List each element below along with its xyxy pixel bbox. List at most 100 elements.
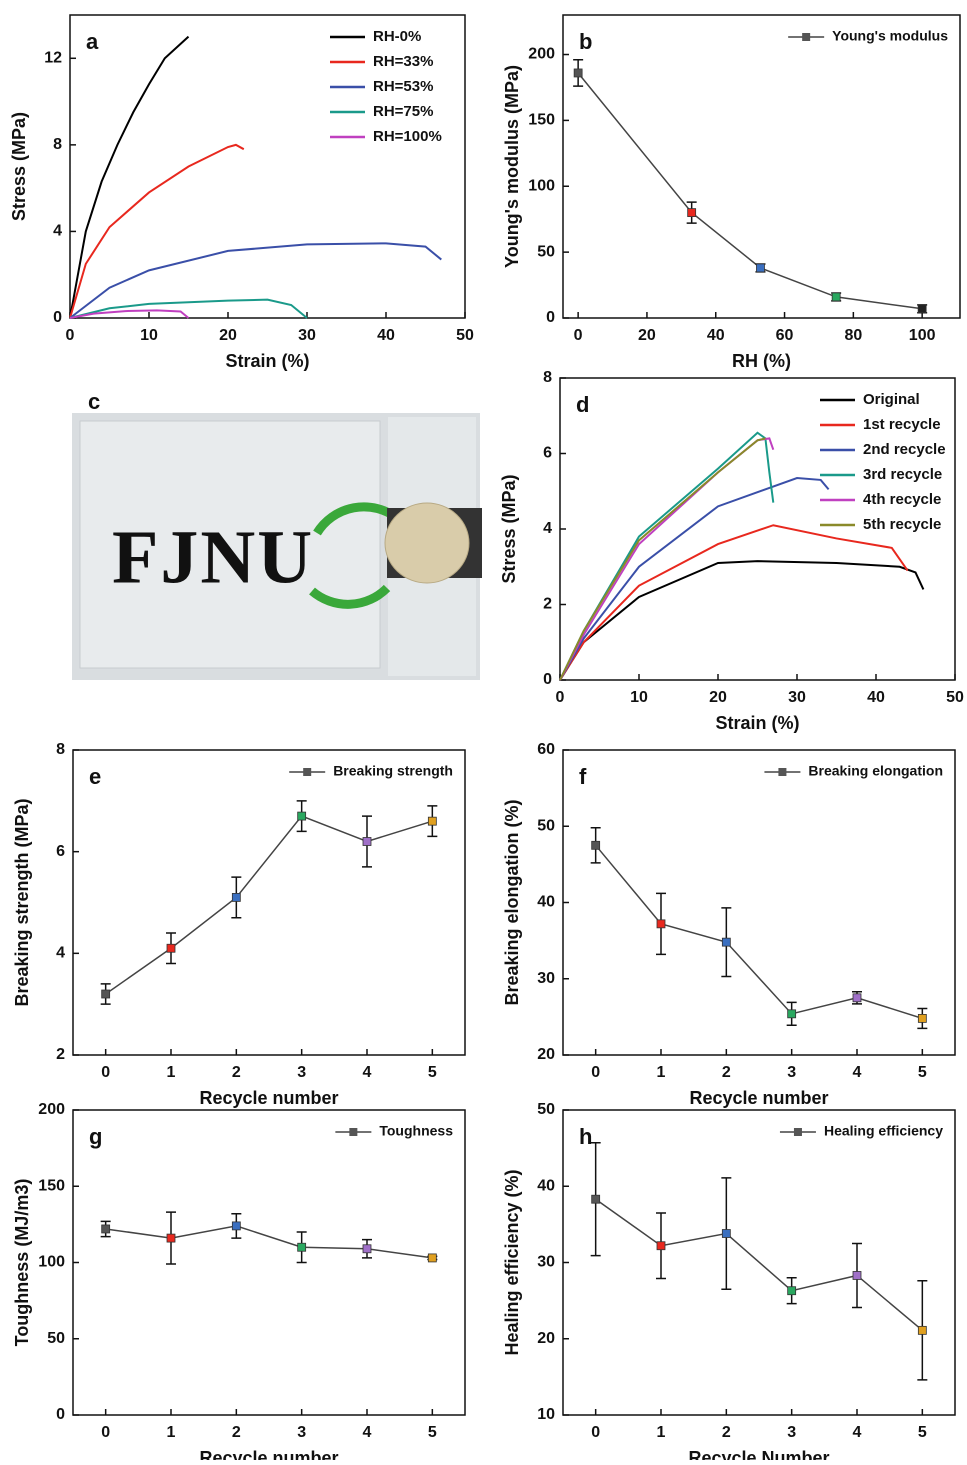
- y-tick-label: 0: [543, 671, 552, 688]
- marker: [362, 1244, 372, 1254]
- y-axis-label: Toughness (MJ/m3): [12, 1179, 32, 1347]
- y-tick-label: 10: [537, 1406, 555, 1423]
- photo-text: FJNU: [112, 515, 314, 599]
- x-tick-label: 3: [787, 1064, 796, 1081]
- x-tick-label: 10: [140, 327, 158, 344]
- marker: [297, 811, 307, 821]
- legend-label: RH=100%: [373, 128, 442, 145]
- panel-label: a: [86, 29, 99, 54]
- x-axis-label: Strain (%): [715, 713, 799, 733]
- y-tick-label: 50: [537, 817, 555, 834]
- x-tick-label: 20: [219, 327, 237, 344]
- marker: [101, 1224, 111, 1234]
- plot-frame: [69, 14, 466, 319]
- legend-label: RH=33%: [373, 53, 433, 70]
- marker: [166, 1233, 176, 1243]
- y-tick-label: 50: [537, 1101, 555, 1118]
- x-tick-label: 2: [722, 1424, 731, 1441]
- y-tick-label: 40: [537, 1177, 555, 1194]
- y-tick-label: 100: [528, 177, 555, 194]
- x-tick-label: 0: [574, 327, 583, 344]
- marker: [917, 1325, 927, 1335]
- line: [105, 815, 433, 995]
- marker: [787, 1286, 797, 1296]
- legend-label: 3rd recycle: [863, 466, 942, 483]
- x-tick-label: 40: [377, 327, 395, 344]
- marker: [656, 919, 666, 929]
- x-tick-label: 40: [867, 689, 885, 706]
- marker: [591, 1194, 601, 1204]
- x-tick-label: 4: [853, 1424, 862, 1441]
- marker: [852, 993, 862, 1003]
- y-axis-label: Breaking elongation (%): [502, 799, 522, 1005]
- marker: [231, 1221, 241, 1231]
- y-tick-label: 60: [537, 741, 555, 758]
- marker: [656, 1241, 666, 1251]
- legend-label: 4th recycle: [863, 491, 941, 508]
- legend-label: RH-0%: [373, 28, 421, 45]
- y-tick-label: 150: [528, 112, 555, 129]
- panel-label: g: [89, 1124, 102, 1149]
- panel-label: f: [579, 764, 587, 789]
- y-tick-label: 8: [53, 136, 62, 153]
- x-tick-label: 30: [298, 327, 316, 344]
- curve: [69, 35, 190, 319]
- legend-label: 1st recycle: [863, 416, 941, 433]
- legend-label: 5th recycle: [863, 516, 941, 533]
- legend-label: Breaking elongation: [808, 763, 943, 779]
- x-tick-label: 4: [363, 1424, 372, 1441]
- marker: [917, 304, 927, 314]
- legend-marker: [349, 1128, 358, 1136]
- x-tick-label: 60: [776, 327, 794, 344]
- marker: [101, 989, 111, 999]
- x-tick-label: 1: [167, 1424, 176, 1441]
- panel-label: h: [579, 1124, 592, 1149]
- y-tick-label: 40: [537, 894, 555, 911]
- marker: [756, 263, 765, 273]
- y-tick-label: 0: [546, 309, 555, 326]
- marker: [721, 937, 731, 947]
- line: [577, 72, 923, 310]
- x-axis-label: RH (%): [732, 351, 791, 371]
- marker: [852, 1271, 862, 1280]
- curve: [559, 437, 775, 681]
- plot-frame: [72, 1109, 466, 1416]
- y-tick-label: 50: [537, 243, 555, 260]
- x-axis-label: Recycle number: [199, 1448, 338, 1460]
- legend-marker: [303, 768, 312, 776]
- panel-label: b: [579, 29, 592, 54]
- curve: [559, 431, 775, 681]
- x-tick-label: 80: [844, 327, 862, 344]
- legend-label: Breaking strength: [333, 763, 453, 779]
- panel-label: e: [89, 764, 101, 789]
- y-tick-label: 50: [47, 1330, 65, 1347]
- y-tick-label: 4: [53, 223, 62, 240]
- x-tick-label: 0: [591, 1064, 600, 1081]
- legend-label: Toughness: [379, 1123, 453, 1139]
- legend-marker: [778, 768, 787, 776]
- legend-label: Healing efficiency: [824, 1123, 943, 1139]
- x-tick-label: 4: [363, 1064, 372, 1081]
- y-axis-label: Stress (MPa): [9, 112, 29, 221]
- y-axis-label: Young's modulus (MPa): [502, 65, 522, 268]
- curve: [69, 242, 442, 319]
- y-tick-label: 200: [38, 1101, 65, 1118]
- y-tick-label: 0: [53, 309, 62, 326]
- legend-label: 2nd recycle: [863, 441, 946, 458]
- line: [595, 844, 923, 1020]
- x-axis-label: Strain (%): [225, 351, 309, 371]
- y-tick-label: 20: [537, 1330, 555, 1347]
- y-tick-label: 2: [56, 1046, 65, 1063]
- film: [79, 420, 381, 669]
- curve: [69, 143, 245, 319]
- y-axis-label: Healing efficiency (%): [502, 1169, 522, 1355]
- marker: [166, 943, 176, 953]
- x-tick-label: 0: [66, 327, 75, 344]
- x-tick-label: 4: [853, 1064, 862, 1081]
- curve: [559, 437, 766, 681]
- plot-frame: [72, 749, 466, 1056]
- marker: [787, 1009, 797, 1019]
- marker: [297, 1242, 307, 1252]
